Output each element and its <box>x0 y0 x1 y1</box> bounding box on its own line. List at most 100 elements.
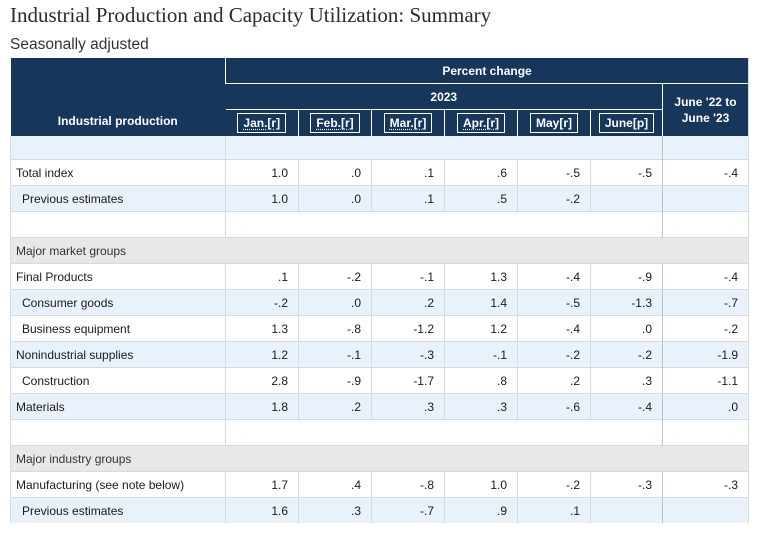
value-cell: -.6 <box>517 393 591 420</box>
row-label: Previous estimates <box>10 185 226 212</box>
page-subtitle: Seasonally adjusted <box>10 36 149 53</box>
value-cell: .2 <box>371 289 445 316</box>
value-cell: -.2 <box>225 289 299 316</box>
value-cell: -.2 <box>298 263 372 290</box>
value-cell: .3 <box>371 393 445 420</box>
yoy-value-cell <box>661 497 749 523</box>
row-label: Business equipment <box>10 315 226 342</box>
header-year: 2023 <box>225 83 663 110</box>
value-cell: -.9 <box>298 367 372 394</box>
row-label: Nonindustrial supplies <box>10 341 226 368</box>
yoy-value-cell: -.4 <box>661 263 749 290</box>
value-cell: 1.6 <box>225 497 299 523</box>
value-cell: -.3 <box>371 341 445 368</box>
value-cell: .6 <box>444 159 518 186</box>
yoy-value-cell: -.4 <box>661 159 749 186</box>
month-revision-link[interactable]: Mar.[r] <box>389 116 427 130</box>
month-label: May[r] <box>535 116 572 130</box>
value-cell: -1.2 <box>371 315 445 342</box>
value-cell: 1.4 <box>444 289 518 316</box>
row-label: Manufacturing (see note below) <box>10 471 226 498</box>
value-cell: 1.8 <box>225 393 299 420</box>
value-cell: -.5 <box>517 159 591 186</box>
month-header-2: Mar.[r] <box>371 109 445 136</box>
spacer-label-cell <box>10 419 226 446</box>
value-cell: .0 <box>590 315 663 342</box>
header-year-over-year: June '22 to June '23 <box>661 83 749 136</box>
yoy-value-cell: -.7 <box>661 289 749 316</box>
month-header-box: Mar.[r] <box>383 113 433 133</box>
yoy-value-cell: -.2 <box>661 315 749 342</box>
table-row: Nonindustrial supplies 1.2 -.1 -.3 -.1 -.2 -.2… <box>10 341 749 368</box>
month-header-box: May[r] <box>529 113 578 133</box>
value-cell: .2 <box>298 393 372 420</box>
table-row: Total index 1.0.0.1.6 -.5 -.5 -.4 <box>10 159 749 186</box>
yoy-value-cell: .0 <box>661 393 749 420</box>
spacer-label-cell <box>10 211 226 238</box>
value-cell: -.7 <box>371 497 445 523</box>
table-row: Construction 2.8 -.9 -1.7.8.2.3 -1.1 <box>10 367 749 394</box>
value-cell: 1.0 <box>225 185 299 212</box>
row-label: Final Products <box>10 263 226 290</box>
spacer-month-cell <box>225 419 663 446</box>
row-label: Total index <box>10 159 226 186</box>
header-percent-change: Percent change <box>224 58 749 84</box>
month-header-3: Apr.[r] <box>444 109 518 136</box>
value-cell: -1.3 <box>590 289 663 316</box>
month-header-4: May[r] <box>517 109 591 136</box>
header-yoy-line1: June '22 to <box>674 95 737 109</box>
value-cell: 1.7 <box>225 471 299 498</box>
value-cell: -.1 <box>371 263 445 290</box>
value-cell: .1 <box>371 185 445 212</box>
month-revision-link[interactable]: Apr.[r] <box>463 116 499 130</box>
table-row: Previous estimates 1.6.3 -.7.9.1 <box>10 497 749 523</box>
month-header-box: June[p] <box>598 113 655 133</box>
value-cell: .5 <box>444 185 518 212</box>
row-label: Construction <box>10 367 226 394</box>
yoy-value-cell <box>661 185 749 212</box>
yoy-value-cell: -1.9 <box>661 341 749 368</box>
value-cell: -.3 <box>590 471 663 498</box>
spacer-row <box>10 136 749 160</box>
value-cell: 1.3 <box>444 263 518 290</box>
value-cell: .0 <box>298 185 372 212</box>
row-label: Materials <box>10 393 226 420</box>
value-cell: -1.7 <box>371 367 445 394</box>
value-cell: .3 <box>590 367 663 394</box>
value-cell: -.8 <box>371 471 445 498</box>
value-cell <box>590 185 663 212</box>
section-label: Major industry groups <box>9 445 749 472</box>
spacer-month-cell <box>225 136 663 160</box>
value-cell: -.4 <box>517 315 591 342</box>
section-header-row: Major industry groups <box>9 445 749 472</box>
month-revision-link[interactable]: Feb.[r] <box>316 116 354 130</box>
value-cell: -.4 <box>517 263 591 290</box>
month-header-5: June[p] <box>590 109 663 136</box>
table-row: Final Products .1 -.2 -.1 1.3 -.4 -.9 -.4 <box>10 263 749 290</box>
month-header-box: Apr.[r] <box>457 113 505 133</box>
header-industrial-production: Industrial production <box>10 58 226 136</box>
value-cell: .1 <box>371 159 445 186</box>
value-cell: 1.3 <box>225 315 299 342</box>
value-cell: .9 <box>444 497 518 523</box>
yoy-value-cell: -1.1 <box>661 367 749 394</box>
value-cell: 2.8 <box>225 367 299 394</box>
value-cell: .1 <box>517 497 591 523</box>
value-cell: -.2 <box>517 185 591 212</box>
value-cell: -.4 <box>590 393 663 420</box>
value-cell: -.5 <box>517 289 591 316</box>
header-yoy-line2: June '23 <box>681 111 730 125</box>
section-header-row: Major market groups <box>9 237 749 264</box>
spacer-row <box>10 419 749 446</box>
value-cell: 1.0 <box>444 471 518 498</box>
table-row: Previous estimates 1.0.0.1.5 -.2 <box>10 185 749 212</box>
summary-table: Industrial production Percent change 202… <box>9 58 750 523</box>
month-header-box: Feb.[r] <box>310 113 360 133</box>
value-cell: -.9 <box>590 263 663 290</box>
table-row: Materials 1.8.2.3.3 -.6 -.4.0 <box>10 393 749 420</box>
value-cell: .2 <box>517 367 591 394</box>
section-label: Major market groups <box>9 237 749 264</box>
value-cell: .0 <box>298 289 372 316</box>
month-revision-link[interactable]: Jan.[r] <box>243 116 281 130</box>
